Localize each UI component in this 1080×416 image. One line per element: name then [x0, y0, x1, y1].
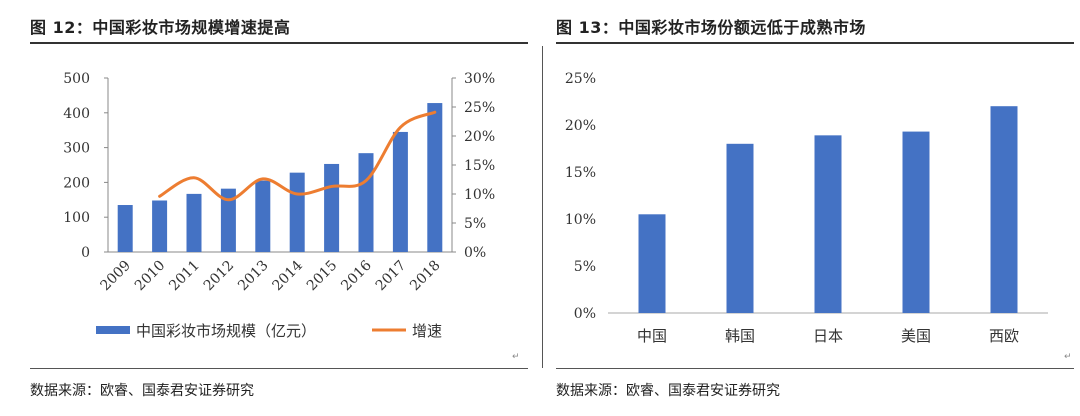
right-top-rule	[556, 42, 1074, 44]
x-tick-label: 中国	[637, 327, 667, 345]
x-tick-label: 韩国	[725, 327, 755, 345]
left-top-rule	[30, 42, 528, 44]
bar-2013	[255, 180, 271, 252]
y-tick-label: 0%	[574, 306, 596, 322]
x-tick-label: 西欧	[989, 327, 1019, 345]
figure-12-title: 图 12：中国彩妆市场规模增速提高	[30, 18, 291, 37]
x-tick-label: 日本	[813, 327, 843, 345]
bar-西欧	[990, 106, 1018, 313]
bar-2017	[392, 131, 408, 252]
y-tick-label: 15%	[565, 165, 596, 181]
bar-2018	[427, 103, 443, 252]
right-tick-label: 30%	[464, 71, 495, 87]
bar-美国	[902, 131, 930, 313]
para-mark: ↵	[512, 352, 520, 362]
right-tick-label: 25%	[464, 100, 495, 116]
bar-2010	[152, 200, 168, 252]
left-tick-label: 100	[63, 210, 90, 226]
market-size-chart: 01002003004005000%5%10%15%20%25%30%20092…	[63, 71, 495, 340]
left-tick-label: 300	[63, 141, 90, 157]
right-bottom-rule	[556, 368, 1074, 369]
left-source-note: 数据来源：欧睿、国泰君安证券研究	[30, 383, 254, 399]
bar-2016	[358, 153, 374, 252]
left-tick-label: 200	[63, 175, 90, 191]
y-tick-label: 10%	[565, 212, 596, 228]
right-tick-label: 20%	[464, 129, 495, 145]
right-source-note: 数据来源：欧睿、国泰君安证券研究	[556, 383, 780, 399]
bar-2011	[186, 193, 202, 252]
bar-日本	[814, 135, 842, 313]
right-tick-label: 5%	[464, 216, 486, 232]
growth-line	[158, 110, 437, 202]
x-tick-label: 2013	[235, 258, 272, 295]
bar-中国	[638, 214, 666, 313]
para-mark: ↵	[1064, 352, 1072, 362]
x-tick-label: 2018	[407, 258, 444, 295]
x-tick-label: 2016	[338, 257, 375, 294]
y-tick-label: 25%	[565, 71, 596, 87]
x-tick-label: 2012	[201, 258, 238, 295]
right-tick-label: 0%	[464, 245, 486, 261]
left-tick-label: 400	[63, 106, 90, 122]
right-tick-label: 15%	[464, 158, 495, 174]
right-tick-label: 10%	[464, 187, 495, 203]
x-tick-label: 2010	[132, 258, 169, 295]
bar-2009	[117, 205, 133, 252]
left-bottom-rule	[30, 368, 528, 369]
bar-2012	[220, 188, 236, 252]
legend-bar-swatch	[96, 326, 130, 334]
figure-13-title: 图 13：中国彩妆市场份额远低于成熟市场	[556, 18, 866, 37]
bar-2014	[289, 172, 305, 252]
panel-separator	[542, 46, 543, 368]
x-tick-label: 2015	[304, 258, 341, 295]
bar-2015	[324, 163, 340, 252]
y-tick-label: 5%	[574, 259, 596, 275]
legend-line-label: 增速	[412, 322, 442, 340]
x-tick-label: 美国	[901, 327, 931, 345]
left-tick-label: 0	[81, 245, 90, 261]
market-share-chart: 0% 5% 10% 15% 20% 25% 中国 韩国 日本 美国 西欧	[565, 71, 1048, 345]
left-tick-label: 500	[63, 71, 90, 87]
x-tick-label: 2009	[98, 258, 135, 295]
x-tick-label: 2014	[270, 257, 307, 294]
y-tick-label: 20%	[565, 118, 596, 134]
bar-韩国	[726, 143, 754, 313]
x-tick-label: 2011	[166, 258, 203, 295]
x-tick-label: 2017	[373, 258, 410, 295]
legend-bar-label: 中国彩妆市场规模（亿元）	[136, 322, 316, 340]
